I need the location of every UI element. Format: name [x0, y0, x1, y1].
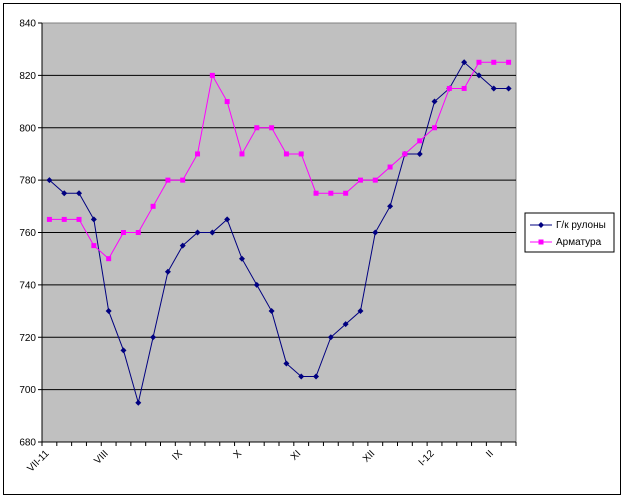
y-tick-label: 820 [19, 71, 36, 82]
data-point [106, 256, 112, 262]
data-point [298, 151, 304, 157]
data-point [209, 229, 216, 236]
legend-marker-series-1 [538, 239, 544, 245]
x-tick-label: II [484, 448, 496, 460]
y-tick-label: 680 [19, 438, 36, 449]
data-point [120, 230, 126, 235]
series-line [49, 61, 509, 403]
data-point [46, 177, 53, 184]
y-axis: 680 700 720 740 760 780 800 820 840 [19, 19, 43, 449]
data-point [402, 151, 408, 157]
data-point [343, 190, 349, 196]
data-point [90, 216, 97, 223]
data-point [224, 99, 230, 105]
data-point [194, 229, 201, 236]
legend: Г/к рулоны Арматура [524, 212, 615, 253]
data-point [179, 242, 186, 249]
data-point [461, 85, 467, 91]
data-point [491, 59, 497, 65]
data-point [224, 216, 231, 223]
legend-label-series-0: Г/к рулоны [556, 220, 606, 231]
data-point [446, 85, 452, 91]
data-point [105, 308, 112, 315]
data-point [506, 59, 512, 65]
data-point [387, 203, 394, 210]
data-point [268, 308, 275, 315]
data-point [254, 125, 260, 131]
y-tick-label: 800 [19, 123, 36, 134]
data-point [313, 373, 320, 380]
data-point [357, 308, 364, 315]
data-point [475, 72, 482, 79]
y-tick-label: 780 [19, 176, 36, 187]
data-point [120, 347, 127, 354]
data-point [209, 72, 215, 78]
data-point [283, 360, 290, 367]
data-point [239, 151, 245, 157]
data-point [372, 229, 379, 236]
data-point [76, 216, 82, 222]
legend-label-series-1: Арматура [556, 237, 602, 248]
data-point [61, 216, 67, 222]
data-point [135, 399, 142, 406]
data-point [180, 177, 186, 183]
data-point [269, 125, 275, 131]
series-1 [46, 59, 512, 262]
legend-marker-series-0 [538, 222, 544, 228]
y-tick-label: 740 [19, 280, 36, 291]
data-point [417, 138, 423, 144]
data-point [238, 255, 245, 262]
data-point [253, 281, 260, 288]
data-point [328, 190, 334, 196]
data-point [461, 59, 468, 66]
data-point [490, 85, 497, 92]
data-point [283, 151, 289, 157]
data-point [432, 125, 438, 131]
data-point [357, 177, 363, 183]
data-point [150, 334, 157, 341]
data-point [313, 190, 319, 196]
data-point [476, 59, 482, 65]
data-point [431, 98, 438, 105]
data-point [76, 190, 83, 197]
data-point [46, 216, 52, 222]
data-point [298, 373, 305, 380]
data-point [372, 177, 378, 183]
data-point [164, 268, 171, 275]
data-point [342, 321, 349, 328]
data-point [150, 203, 156, 209]
series-layer [46, 59, 512, 406]
data-point [387, 164, 393, 170]
y-tick-label: 760 [19, 228, 36, 239]
data-point [505, 85, 512, 92]
data-point [327, 334, 334, 341]
data-point [61, 190, 68, 197]
y-tick-label: 720 [19, 333, 36, 344]
legend-box [524, 212, 615, 253]
y-tick-label: 840 [19, 19, 36, 30]
data-point [91, 243, 97, 249]
data-point [195, 151, 201, 157]
data-point [416, 150, 423, 157]
data-point [165, 177, 171, 183]
data-point [135, 230, 141, 235]
y-tick-label: 700 [19, 385, 36, 396]
